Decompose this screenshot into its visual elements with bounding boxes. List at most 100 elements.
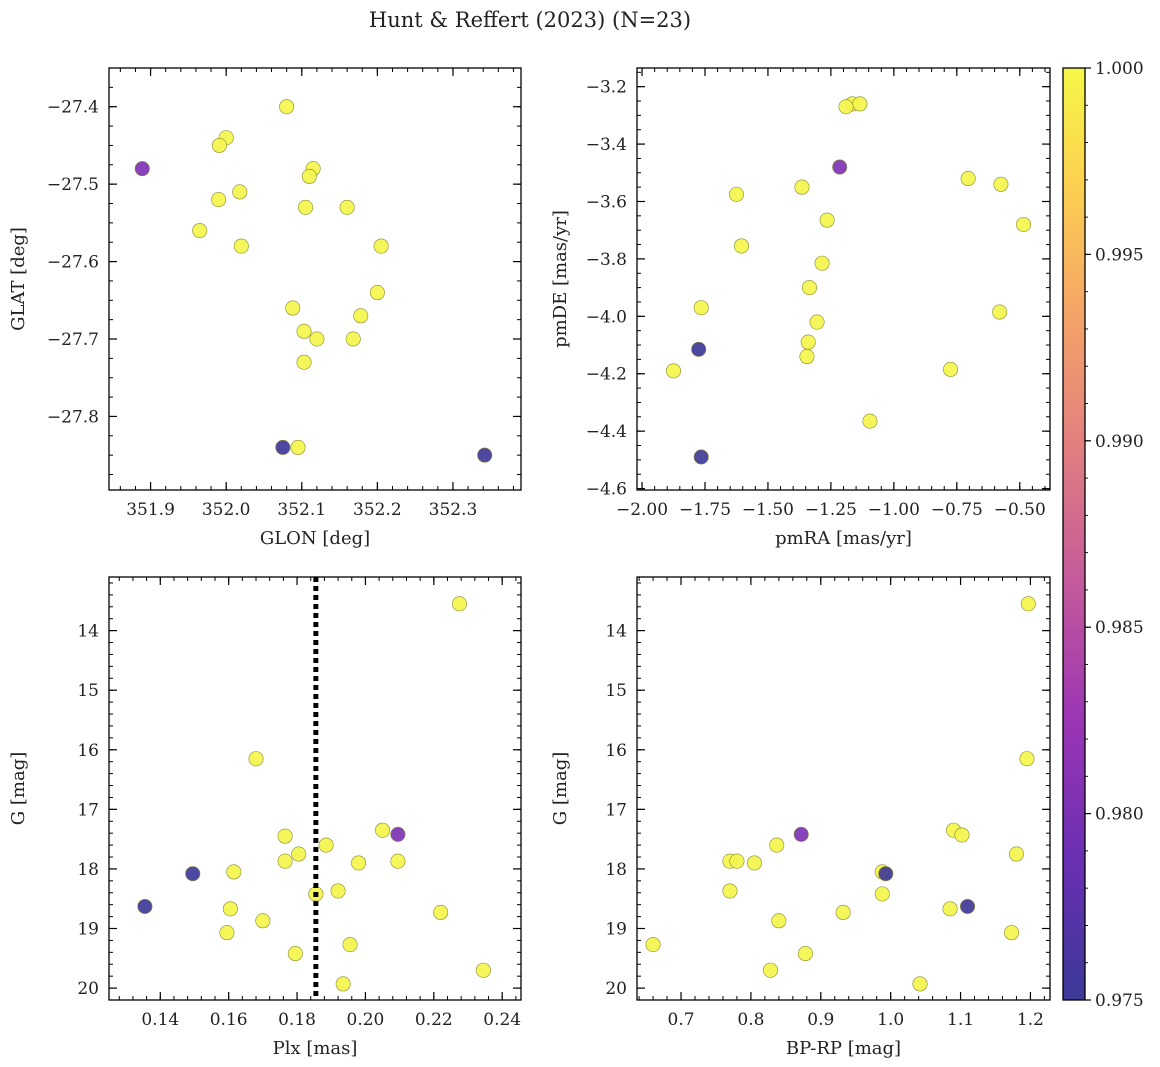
scatter-point	[301, 168, 317, 184]
x-tick-label: 0.22	[415, 1010, 453, 1030]
scatter-point	[942, 901, 958, 917]
y-tick-label: 15	[605, 681, 627, 701]
y-tick-label: −4.0	[586, 307, 627, 327]
scatter-point	[211, 137, 227, 153]
scatter-point	[339, 199, 355, 215]
points-layer	[666, 96, 1032, 465]
scatter-point	[691, 341, 707, 357]
x-tick-label: −2.00	[616, 500, 668, 520]
figure-title: Hunt & Reffert (2023) (N=23)	[369, 8, 691, 32]
y-tick-label: 18	[605, 860, 627, 880]
points-layer	[645, 596, 1036, 992]
scatter-point	[1004, 925, 1020, 941]
points-layer	[134, 99, 493, 463]
scatter-point	[137, 898, 153, 914]
x-tick-label: 0.20	[347, 1010, 385, 1030]
points-layer	[137, 596, 491, 992]
x-axis-label: GLON [deg]	[260, 528, 370, 549]
y-tick-label: 17	[605, 800, 627, 820]
scatter-point	[799, 349, 815, 365]
panel-bprp-g: 0.7 0.8 0.9 1.0 1.1 1.2 14 15 16 17 18 19 20 BP-RP [m…	[550, 576, 1051, 1059]
scatter-point	[233, 238, 249, 254]
scatter-point	[291, 846, 307, 862]
scatter-point	[342, 937, 358, 953]
colorbar-tick-label: 1.000	[1095, 59, 1144, 79]
y-tick-label: 20	[605, 979, 627, 999]
y-tick-label: 18	[77, 860, 99, 880]
y-axis-label: GLAT [deg]	[8, 227, 29, 331]
colorbar-tick-label: 0.995	[1095, 245, 1144, 265]
scatter-point	[797, 946, 813, 962]
colorbar-tick-label: 0.990	[1095, 432, 1144, 452]
scatter-point	[793, 826, 809, 842]
colorbar-tick-label: 0.975	[1095, 991, 1144, 1011]
scatter-point	[134, 161, 150, 177]
x-tick-label: 0.9	[807, 1010, 834, 1030]
y-tick-label: −4.6	[586, 480, 627, 500]
scatter-point	[277, 828, 293, 844]
scatter-point	[318, 837, 334, 853]
x-tick-label: 0.18	[278, 1010, 316, 1030]
scatter-point	[729, 853, 745, 869]
scatter-point	[185, 866, 201, 882]
scatter-point	[390, 853, 406, 869]
scatter-point	[351, 855, 367, 871]
scatter-point	[255, 913, 271, 929]
scatter-point	[451, 596, 467, 612]
scatter-point	[375, 822, 391, 838]
scatter-point	[369, 285, 385, 301]
y-tick-label: 20	[77, 979, 99, 999]
scatter-point	[722, 883, 738, 899]
scatter-point	[746, 855, 762, 871]
y-tick-label: 14	[77, 622, 99, 642]
scatter-point	[874, 886, 890, 902]
scatter-point	[838, 99, 854, 115]
scatter-point	[475, 962, 491, 978]
scatter-point	[1019, 751, 1035, 767]
scatter-point	[771, 913, 787, 929]
scatter-point	[794, 179, 810, 195]
scatter-point	[1016, 216, 1032, 232]
y-tick-label: −4.2	[586, 365, 627, 385]
y-tick-label: 16	[605, 741, 627, 761]
scatter-point	[960, 171, 976, 187]
x-tick-label: −1.75	[679, 500, 731, 520]
scatter-point	[477, 447, 493, 463]
scatter-point	[222, 901, 238, 917]
scatter-point	[802, 280, 818, 296]
x-tick-label: −0.75	[931, 500, 983, 520]
scatter-point	[666, 363, 682, 379]
y-tick-label: 19	[77, 920, 99, 940]
y-tick-label: −3.4	[586, 135, 627, 155]
scatter-point	[852, 96, 868, 112]
x-axis-label: Plx [mas]	[273, 1038, 358, 1059]
scatter-point	[993, 176, 1009, 192]
scatter-point	[290, 439, 306, 455]
scatter-point	[862, 413, 878, 429]
scatter-point	[769, 837, 785, 853]
x-axis-label: BP-RP [mag]	[786, 1038, 901, 1059]
scatter-point	[277, 853, 293, 869]
scatter-point	[335, 976, 351, 992]
scatter-point	[248, 751, 264, 767]
scatter-point	[954, 827, 970, 843]
scatter-point	[1008, 846, 1024, 862]
plot-frame	[636, 576, 1051, 1001]
y-tick-label: −27.6	[47, 253, 99, 273]
y-tick-label: 16	[77, 741, 99, 761]
x-axis-label: pmRA [mas/yr]	[775, 528, 912, 549]
x-tick-label: 352.3	[429, 500, 478, 520]
x-tick-label: 352.1	[277, 500, 326, 520]
scatter-point	[943, 361, 959, 377]
x-tick-label: 352.2	[353, 500, 402, 520]
scatter-point	[285, 300, 301, 316]
scatter-point	[232, 184, 248, 200]
y-tick-label: −27.4	[47, 98, 99, 118]
scatter-point	[912, 976, 928, 992]
scatter-point	[878, 866, 894, 882]
scatter-point	[275, 439, 291, 455]
plot-frame	[108, 67, 522, 491]
y-tick-label: −3.2	[586, 78, 627, 98]
colorbar-tick-label: 0.980	[1095, 805, 1144, 825]
x-tick-label: −0.50	[994, 500, 1046, 520]
